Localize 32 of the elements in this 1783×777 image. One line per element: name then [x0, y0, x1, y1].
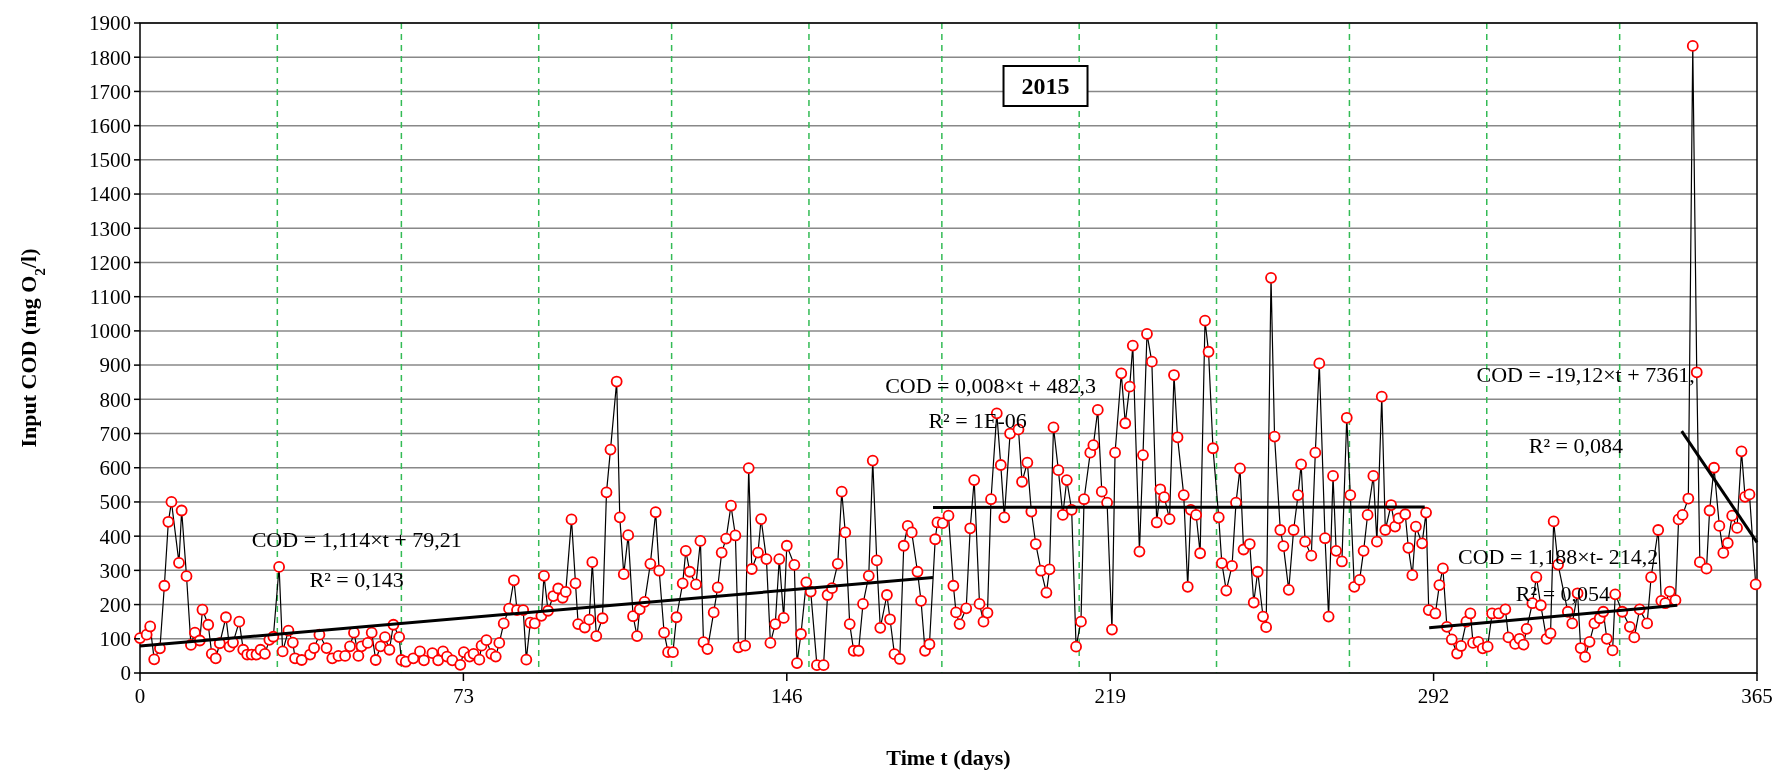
y-tick-label: 800	[99, 387, 131, 412]
x-tick-label: 0	[134, 684, 146, 708]
y-tick-label: 1600	[89, 113, 131, 138]
annotation: R² = 0,143	[309, 567, 404, 593]
x-tick-label: 146	[771, 684, 803, 708]
x-tick-label: 219	[1094, 684, 1126, 708]
y-tick-label: 700	[99, 421, 131, 446]
x-tick-label: 292	[1417, 684, 1450, 708]
x-axis-title: Time t (days)	[886, 745, 1011, 770]
y-tick-label: 1700	[89, 79, 131, 104]
y-tick-label: 1000	[89, 319, 131, 344]
y-tick-label: 200	[99, 592, 131, 617]
x-tick-label: 73	[452, 684, 474, 708]
y-tick-label: 1100	[89, 285, 131, 310]
y-tick-label: 1500	[89, 148, 131, 173]
annotation: R² = 0,084	[1528, 432, 1623, 458]
annotation: COD = 1,114×t + 79,21	[251, 527, 462, 553]
x-tick-label: 365	[1741, 684, 1773, 708]
y-tick-label: 1200	[89, 250, 131, 275]
text: 2015	[1021, 73, 1070, 100]
y-tick-label: 900	[99, 353, 131, 378]
y-tick-label: 1900	[89, 11, 131, 36]
y-tick-label: 500	[99, 490, 131, 515]
y-tick-label: 400	[99, 524, 131, 549]
y-tick-label: 0	[120, 661, 131, 686]
y-tick-label: 1800	[89, 45, 131, 70]
y-tick-label: 100	[99, 627, 131, 652]
y-tick-label: 300	[99, 558, 131, 583]
y-tick-label: 600	[99, 456, 131, 481]
y-tick-label: 1400	[89, 182, 131, 207]
annotation: COD = 0,008×t + 482,3	[885, 373, 1096, 399]
y-tick-label: 1300	[89, 216, 131, 241]
